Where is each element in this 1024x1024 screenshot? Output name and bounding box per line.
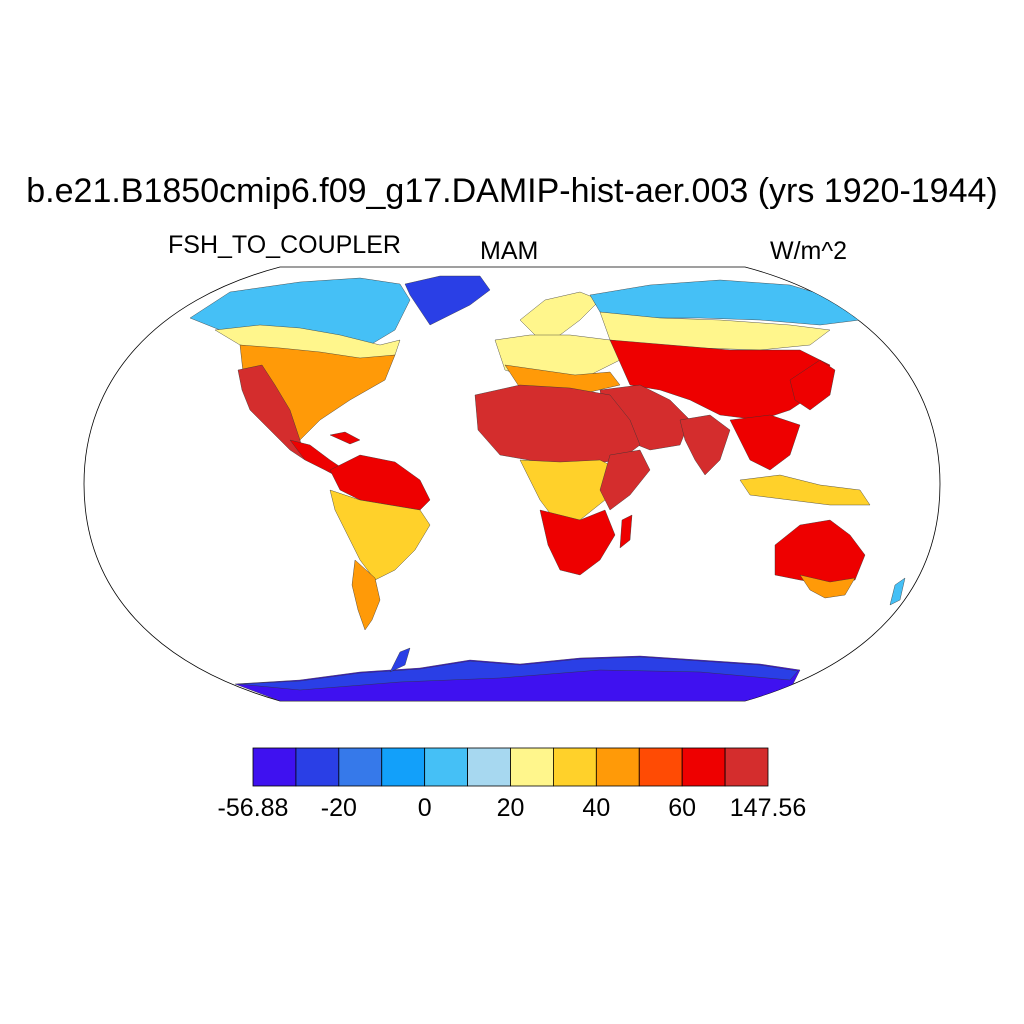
season-label: MAM: [480, 237, 539, 265]
south-america-north: [329, 454, 431, 511]
central-africa: [519, 459, 621, 521]
south-africa: [539, 509, 616, 576]
colorbar-tick-label: 20: [496, 794, 525, 822]
southeast-asia: [729, 414, 801, 471]
australia: [774, 519, 866, 586]
south-america-central: [329, 489, 431, 581]
colorbar-tick-label: -20: [320, 794, 357, 822]
east-asia: [789, 359, 836, 411]
antarctica-edge: [237, 656, 799, 691]
colorbar-tick-label: 40: [582, 794, 611, 822]
colorbar-tick-label: 60: [668, 794, 697, 822]
new-zealand: [889, 577, 906, 606]
map-title: b.e21.B1850cmip6.f09_g17.DAMIP-hist-aer.…: [26, 172, 998, 210]
caribbean: [329, 431, 361, 445]
units-label: W/m^2: [770, 237, 848, 265]
antarctic-peninsula: [389, 647, 411, 673]
variable-label: FSH_TO_COUPLER: [168, 231, 401, 259]
colorbar-tick-label: 147.56: [729, 794, 807, 822]
australia-south: [799, 574, 856, 599]
india: [679, 414, 731, 476]
greenland: [404, 275, 491, 326]
madagascar: [619, 514, 633, 549]
asia-central: [609, 339, 831, 421]
east-africa: [599, 449, 651, 511]
colorbar-tick-label: 0: [417, 794, 432, 822]
colorbar-tick-label: -56.88: [217, 794, 289, 822]
south-america-south: [351, 559, 381, 631]
maritime-continent: [739, 474, 871, 506]
